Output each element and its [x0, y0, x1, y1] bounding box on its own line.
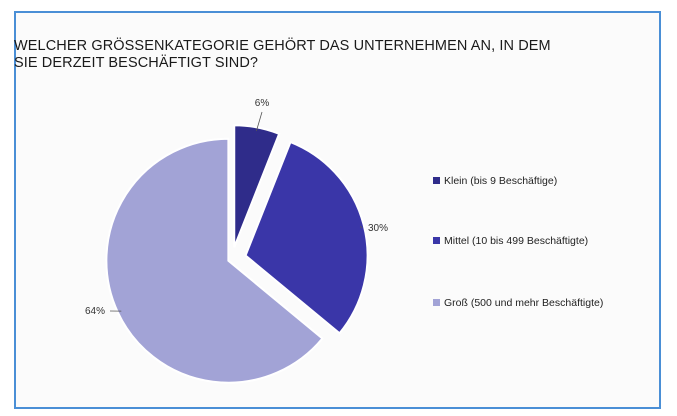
legend-swatch-1: [433, 177, 440, 184]
pie-value-labels: 6% 30% 64%: [85, 98, 388, 317]
value-label-3: 64%: [85, 306, 105, 317]
chart-legend: Klein (bis 9 Beschäftige) Mittel (10 bis …: [433, 175, 603, 309]
pie-slice-3: [105, 137, 324, 384]
pie-slice-2: [244, 140, 369, 335]
legend-swatch-3: [433, 299, 440, 306]
leader-line-2: [359, 225, 363, 229]
legend-label-1: Klein (bis 9 Beschäftige): [444, 175, 557, 187]
legend-swatch-2: [433, 237, 440, 244]
pie-slices: [105, 124, 369, 384]
value-label-1: 6%: [255, 98, 270, 109]
legend-label-2: Mittel (10 bis 499 Beschäftigte): [444, 235, 588, 247]
chart-title: WELCHER GRÖSSENKATEGORIE GEHÖRT DAS UNTE…: [14, 38, 551, 71]
legend-label-3: Groß (500 und mehr Beschäftigte): [444, 297, 603, 309]
value-label-2: 30%: [368, 223, 388, 234]
leader-line-1: [256, 111, 263, 132]
